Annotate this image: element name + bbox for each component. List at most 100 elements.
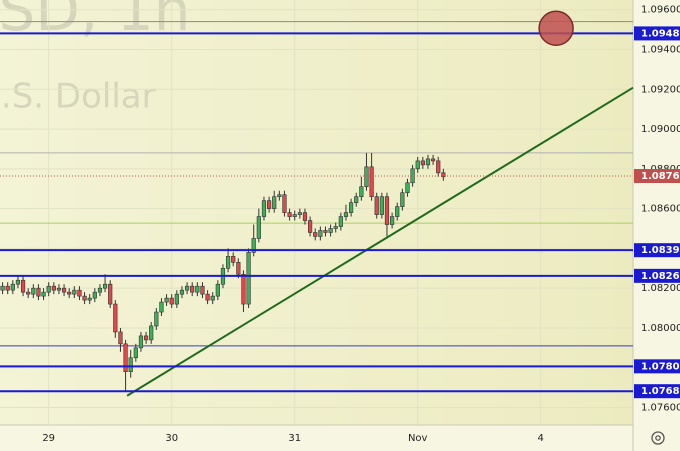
level-label: 1.08262 [641, 271, 680, 282]
candle-body [149, 325, 154, 341]
level-label: 1.07682 [641, 386, 680, 397]
candle-body [51, 285, 56, 291]
candle-body [169, 297, 174, 305]
plot [0, 0, 634, 425]
candle-body [10, 283, 15, 291]
candle-body [133, 347, 138, 359]
candle-body [118, 331, 123, 345]
candle-body [323, 230, 328, 233]
level-label: 1.07807 [641, 361, 680, 372]
candle-body [138, 335, 144, 349]
candle-body [205, 293, 210, 301]
trendline [126, 86, 634, 397]
level-label-box [634, 359, 680, 374]
y-tick-label: 1.09600 [641, 5, 680, 16]
x-tick-label: 31 [288, 433, 301, 444]
candle-body [425, 158, 431, 166]
candle-body [343, 212, 349, 217]
candle-body [87, 297, 92, 301]
candle-body [364, 166, 369, 188]
marker [538, 10, 574, 46]
candle-body [26, 291, 31, 295]
candle-body [179, 289, 185, 295]
candle-body [251, 238, 256, 253]
candle-body [369, 166, 374, 197]
candle-body [143, 335, 149, 341]
candle-body [77, 289, 82, 297]
candle-body [379, 196, 384, 215]
candle-body [333, 226, 338, 229]
candle-body [5, 285, 10, 291]
candle-body [113, 303, 118, 333]
candle-body [67, 291, 72, 295]
candle-body [266, 200, 272, 209]
candle-body [82, 295, 87, 301]
candle-body [0, 285, 5, 291]
candle-body [159, 301, 164, 313]
candle-body [338, 216, 343, 227]
last-price-box [634, 169, 680, 184]
candle-body [246, 252, 251, 305]
candle-body [195, 285, 200, 293]
y-tick-label: 1.07600 [641, 402, 680, 413]
candle-body [384, 196, 390, 225]
candle-body [15, 279, 21, 285]
candle-body [297, 212, 302, 215]
candle-body [441, 172, 446, 178]
candle-body [374, 196, 379, 215]
candle-body [200, 285, 205, 295]
candle-body [354, 196, 359, 203]
candle-body [241, 273, 246, 305]
candle-body [20, 279, 26, 293]
candle-body [102, 283, 108, 289]
plot-background [0, 0, 633, 425]
candle-body [215, 283, 220, 297]
candle-body [108, 283, 113, 305]
time-axis [0, 425, 633, 451]
candle-body [256, 216, 261, 239]
price-axis [633, 0, 680, 451]
candle-body [436, 160, 441, 174]
y-tick-label: 1.08000 [641, 323, 680, 334]
candle-body [292, 214, 297, 217]
candle-body [405, 182, 410, 194]
candle-body [328, 228, 333, 233]
candle-body [128, 357, 133, 373]
y-tick-label: 1.09400 [641, 45, 680, 56]
candle-body [272, 196, 277, 209]
x-tick-label: 4 [538, 433, 544, 444]
candle-body [225, 256, 231, 269]
level-label-box [634, 384, 680, 399]
y-tick-label: 1.09200 [641, 84, 680, 95]
candle-body [72, 289, 77, 295]
candle-body [302, 212, 308, 221]
candle-body [390, 216, 395, 225]
candle-body [287, 212, 292, 217]
candle-body [231, 256, 236, 263]
level-label-box [634, 26, 680, 41]
candle-body [236, 262, 241, 275]
y-tick-label: 1.08600 [641, 204, 680, 215]
candle-body [348, 202, 354, 213]
candle-body [56, 287, 62, 291]
x-tick-label: 30 [165, 433, 178, 444]
level-label-box [634, 268, 680, 283]
candle-body [97, 287, 103, 293]
settings-icon[interactable] [651, 431, 665, 445]
candle-body [36, 287, 41, 297]
x-tick-label: Nov [408, 433, 428, 444]
candle-body [123, 343, 128, 373]
candle-body [420, 160, 425, 166]
candle-body [431, 158, 436, 162]
candle-body [174, 293, 179, 305]
candle-body [307, 220, 313, 233]
candle-body [210, 295, 215, 301]
candle-body [282, 194, 287, 213]
candle-body [92, 291, 97, 299]
candle-body [184, 285, 190, 291]
candle-body [395, 206, 400, 217]
candle-body [164, 297, 169, 303]
